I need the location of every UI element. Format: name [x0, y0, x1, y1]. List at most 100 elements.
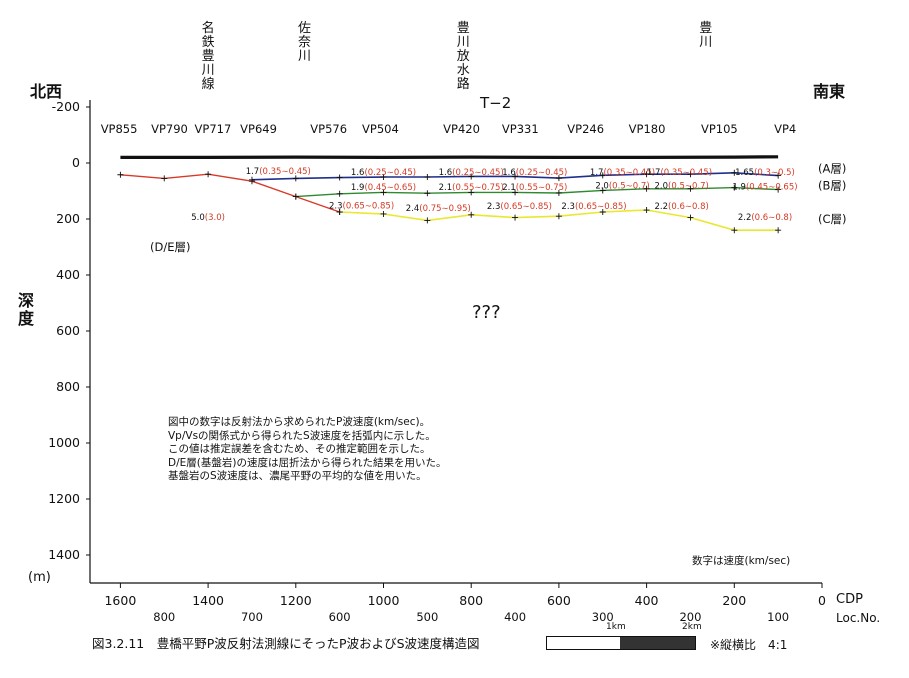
- data-point-marker: [555, 213, 562, 220]
- velocity-label: 2.3(0.65∼0.85): [329, 201, 394, 211]
- vp-value: 2.4: [406, 204, 420, 214]
- data-point-marker: [512, 214, 519, 221]
- data-point-marker: [775, 186, 782, 193]
- scale-2km-label: 2km: [682, 622, 702, 632]
- vp-value: 1.7: [590, 168, 604, 178]
- data-point-marker: [731, 227, 738, 234]
- vs-range: (3.0): [205, 213, 225, 223]
- layer-label: (A層): [818, 162, 846, 176]
- velocity-label: 1.9(0.45∼0.65): [732, 182, 797, 192]
- vp-label: VP855: [101, 122, 138, 136]
- x-tick-label: 1400: [192, 593, 224, 608]
- velocity-label: 2.3(0.65∼0.85): [561, 202, 626, 212]
- velocity-label: 1.9(0.45∼0.65): [351, 183, 416, 193]
- loc-tick-label: 100: [767, 610, 789, 624]
- x-tick-label: 600: [547, 593, 571, 608]
- scale-1km-label: 1km: [606, 622, 626, 632]
- data-point-marker: [380, 189, 387, 196]
- velocity-label: 2.2(0.6∼0.8): [655, 202, 709, 212]
- vs-range: (0.35∼0.45): [603, 168, 655, 178]
- loc-axis-label: Loc.No.: [836, 611, 881, 625]
- data-point-marker: [248, 178, 255, 185]
- vp-value: 1.9: [351, 183, 365, 193]
- vp-value: 2.1: [502, 183, 516, 193]
- velocity-label: 1.65(0.3∼0.5): [735, 168, 795, 178]
- data-point-marker: [643, 207, 650, 214]
- y-tick-label: 200: [56, 211, 80, 226]
- layer-label: (D/E層): [150, 240, 190, 254]
- note-line-4: D/E層(基盤岩)の速度は屈折法から得られた結果を用いた。: [168, 456, 447, 469]
- vp-label: VP105: [701, 122, 738, 136]
- data-point-marker: [643, 171, 650, 178]
- vs-range: (0.35∼0.45): [660, 168, 712, 178]
- x-tick-label: 400: [635, 593, 659, 608]
- y-tick-label: -200: [52, 99, 80, 114]
- note-line-1: 図中の数字は反射法から求められたP波速度(km/sec)。: [168, 416, 431, 428]
- data-point-marker: [468, 211, 475, 218]
- note-line-5: 基盤岩のS波速度は、濃尾平野の平均的な値を用いた。: [168, 470, 427, 482]
- vs-range: (0.45∼0.65): [364, 183, 416, 193]
- data-point-marker: [687, 185, 694, 192]
- data-point-marker: [336, 209, 343, 215]
- loc-tick-label: 200: [679, 610, 701, 624]
- vs-range: (0.35∼0.45): [259, 167, 311, 177]
- vp-label: VP649: [240, 122, 277, 136]
- data-point-marker: [599, 209, 606, 215]
- data-point-marker: [775, 227, 782, 234]
- series-line-surface: [120, 155, 779, 160]
- vp-value: 2.2: [738, 213, 752, 223]
- data-point-marker: [687, 214, 694, 221]
- data-point-marker: [512, 189, 519, 196]
- velocity-label: 2.2(0.6∼0.8): [738, 213, 792, 223]
- vp-value: 2.3: [487, 202, 501, 212]
- x-tick-label: 1200: [280, 593, 312, 608]
- y-tick-label: 800: [56, 379, 80, 394]
- vp-label: VP790: [151, 122, 188, 136]
- place-label: 名鉄豊川線: [201, 21, 215, 92]
- data-point-marker: [292, 193, 299, 200]
- data-point-marker: [512, 173, 519, 180]
- data-point-marker: [775, 172, 782, 179]
- y-tick-label: 600: [56, 323, 80, 338]
- vp-label: VP576: [310, 122, 347, 136]
- vs-range: (0.5∼0.7): [609, 181, 650, 191]
- velocity-label: 2.0(0.5∼0.7): [595, 181, 649, 191]
- vp-value: 2.0: [595, 181, 609, 191]
- data-point-marker: [336, 174, 343, 181]
- x-tick-label: 200: [722, 593, 746, 608]
- depth-axis-label: 深度: [18, 291, 35, 328]
- vp-value: 2.3: [329, 201, 343, 211]
- vp-label: VP717: [195, 122, 232, 136]
- profile-title: T−2: [480, 94, 512, 112]
- vp-value: 1.65: [735, 168, 754, 178]
- cdp-axis-label: CDP: [836, 592, 863, 607]
- data-point-marker: [380, 210, 387, 217]
- vp-value: 1.9: [732, 182, 746, 192]
- vs-range: (0.45∼0.65): [746, 182, 798, 192]
- vs-range: (0.5∼0.7): [668, 181, 709, 191]
- direction-left-label: 北西: [30, 82, 63, 101]
- loc-tick-label: 600: [329, 610, 351, 624]
- data-point-marker: [205, 171, 212, 178]
- velocity-label: 1.6(0.25∼0.45): [351, 168, 416, 178]
- x-tick-label: 1000: [368, 593, 400, 608]
- data-point-marker: [555, 175, 562, 182]
- vs-range: (0.55∼0.75): [452, 183, 504, 193]
- data-point-marker: [468, 189, 475, 196]
- vs-range: (0.25∼0.45): [364, 168, 416, 178]
- x-tick-label: 1600: [104, 593, 136, 608]
- vp-value: 1.6: [439, 168, 453, 178]
- series-line-b-boundary: [295, 186, 779, 198]
- vp-label: VP246: [567, 122, 604, 136]
- velocity-label: 2.3(0.65∼0.85): [487, 202, 552, 212]
- vp-value: 5.0: [191, 213, 205, 223]
- vp-value: 1.6: [351, 168, 365, 178]
- place-label: 佐奈川: [298, 21, 312, 64]
- vs-range: (0.65∼0.85): [500, 202, 552, 212]
- y-tick-label: 1200: [48, 491, 80, 506]
- note-line-2: Vp/Vsの関係式から得られたS波速度を括弧内に示した。: [168, 429, 436, 442]
- data-point-marker: [424, 217, 431, 224]
- vp-label: VP504: [362, 122, 399, 136]
- data-point-marker: [468, 173, 475, 180]
- data-point-marker: [117, 171, 124, 178]
